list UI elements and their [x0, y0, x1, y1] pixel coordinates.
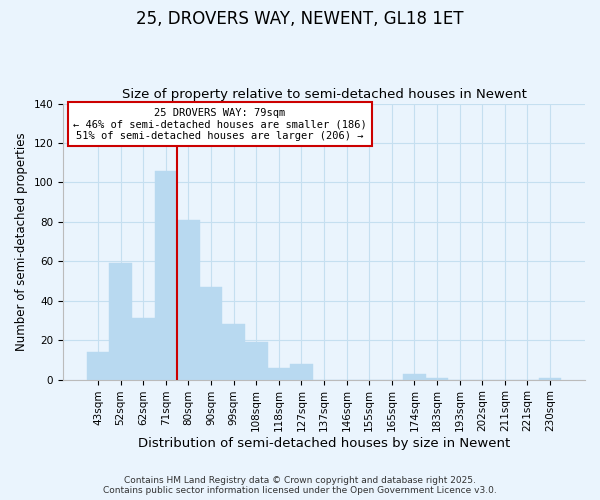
Bar	[200, 287, 223, 380]
Bar	[290, 364, 313, 380]
Title: Size of property relative to semi-detached houses in Newent: Size of property relative to semi-detach…	[122, 88, 526, 101]
X-axis label: Distribution of semi-detached houses by size in Newent: Distribution of semi-detached houses by …	[138, 437, 510, 450]
Text: Contains HM Land Registry data © Crown copyright and database right 2025.
Contai: Contains HM Land Registry data © Crown c…	[103, 476, 497, 495]
Text: 25 DROVERS WAY: 79sqm
← 46% of semi-detached houses are smaller (186)
51% of sem: 25 DROVERS WAY: 79sqm ← 46% of semi-deta…	[73, 108, 367, 141]
Bar	[87, 352, 109, 380]
Bar	[245, 342, 268, 380]
Bar	[403, 374, 425, 380]
Bar	[155, 170, 177, 380]
Bar	[109, 264, 132, 380]
Bar	[132, 318, 155, 380]
Bar	[539, 378, 561, 380]
Text: 25, DROVERS WAY, NEWENT, GL18 1ET: 25, DROVERS WAY, NEWENT, GL18 1ET	[136, 10, 464, 28]
Bar	[268, 368, 290, 380]
Bar	[425, 378, 448, 380]
Y-axis label: Number of semi-detached properties: Number of semi-detached properties	[15, 132, 28, 351]
Bar	[177, 220, 200, 380]
Bar	[223, 324, 245, 380]
